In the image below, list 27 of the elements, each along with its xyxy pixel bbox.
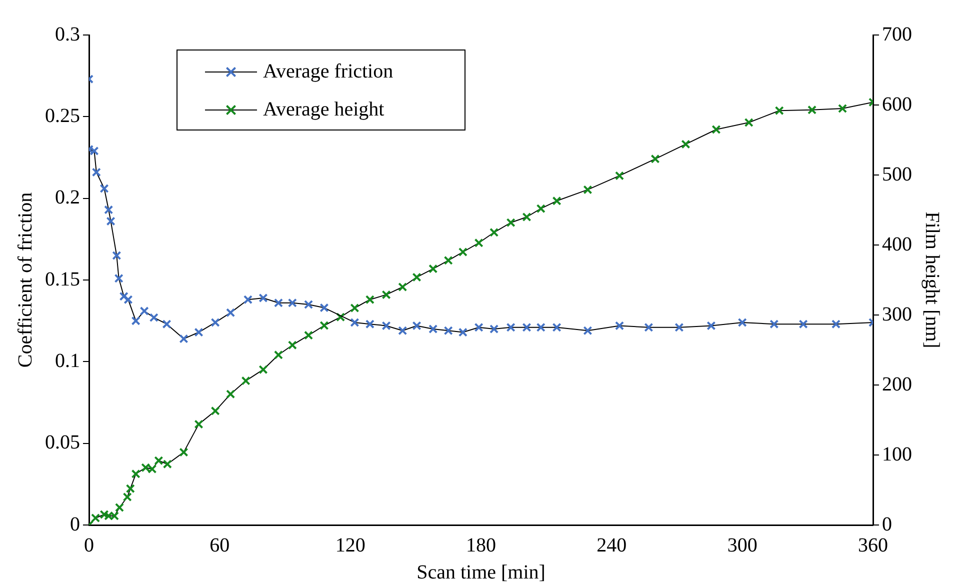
- y2-tick-label: 400: [882, 233, 912, 256]
- y2-tick-label: 100: [882, 443, 912, 466]
- x-tick-label: 60: [210, 534, 230, 556]
- y2-tick-label: 200: [882, 373, 912, 396]
- x-tick-label: 180: [466, 534, 496, 556]
- y-tick-label: 0.2: [55, 186, 80, 209]
- x-tick-label: 240: [596, 534, 627, 556]
- y-tick-label: 0.05: [45, 432, 80, 454]
- y-tick-label: 0.3: [55, 23, 80, 46]
- y2-tick-label: 600: [882, 93, 912, 116]
- x-tick-label: 300: [727, 534, 758, 556]
- y2-tick-label: 0: [882, 513, 892, 536]
- y-tick-label: 0: [70, 513, 80, 536]
- y-tick-label: 0.1: [55, 350, 80, 372]
- y2-tick-label: 500: [882, 163, 912, 186]
- y-tick-label: 0.15: [45, 268, 80, 290]
- legend-label: Average height: [263, 98, 385, 120]
- x-tick-label: 0: [84, 534, 94, 556]
- legend-label: Average friction: [263, 60, 394, 82]
- x-axis-title: Scan time [min]: [416, 561, 546, 584]
- y2-tick-label: 700: [882, 23, 912, 46]
- y-tick-label: 0.25: [45, 104, 80, 127]
- y2-tick-label: 300: [882, 303, 912, 326]
- x-tick-label: 120: [335, 534, 366, 556]
- x-tick-label: 360: [858, 534, 888, 556]
- y-axis-title: Coefficient of friction: [14, 192, 36, 368]
- y2-axis-title: Film height [nm]: [920, 212, 943, 348]
